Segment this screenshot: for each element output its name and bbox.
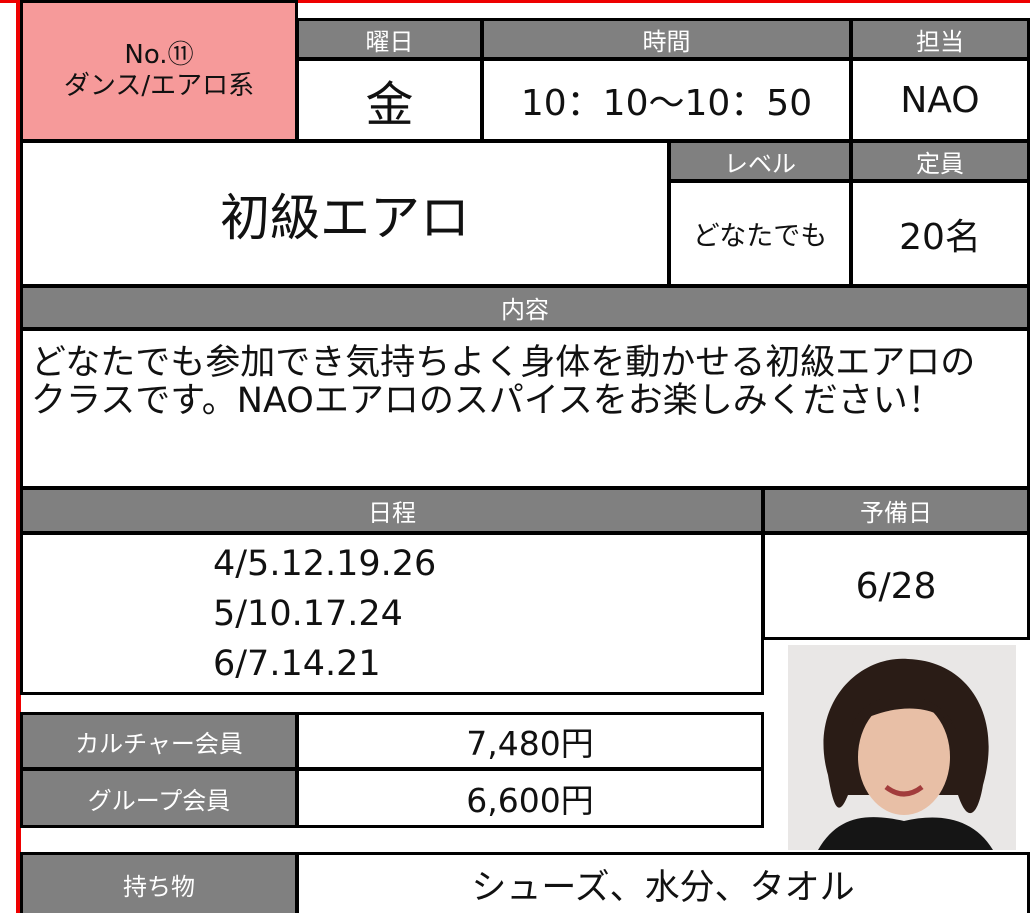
class-name: 初級エアロ bbox=[20, 140, 670, 287]
top-border bbox=[0, 0, 1030, 3]
day: 金 bbox=[296, 58, 483, 142]
day-label: 曜日 bbox=[296, 18, 483, 60]
instructor-label: 担当 bbox=[850, 18, 1030, 60]
instructor: NAO bbox=[850, 58, 1030, 142]
date-line: 5/10.17.24 bbox=[213, 593, 403, 634]
instructor-photo bbox=[788, 645, 1016, 850]
left-border bbox=[16, 0, 21, 913]
fee-price: 6,600円 bbox=[296, 768, 764, 828]
dates-cell: 4/5.12.19.26 5/10.17.24 6/7.14.21 bbox=[20, 532, 764, 695]
date-line: 4/5.12.19.26 bbox=[213, 543, 437, 584]
content-label: 内容 bbox=[20, 285, 1030, 330]
fee-label: カルチャー会員 bbox=[20, 712, 298, 770]
fee-price: 7,480円 bbox=[296, 712, 764, 770]
capacity: 20名 bbox=[850, 180, 1030, 287]
time: 10：10〜10：50 bbox=[481, 58, 852, 142]
number-cell: No.⑪ ダンス/エアロ系 bbox=[20, 0, 298, 142]
time-label: 時間 bbox=[481, 18, 852, 60]
date-line: 6/7.14.21 bbox=[213, 643, 381, 684]
category: ダンス/エアロ系 bbox=[63, 71, 255, 101]
reserve-label: 予備日 bbox=[762, 487, 1030, 534]
belongings-label: 持ち物 bbox=[20, 852, 298, 913]
reserve: 6/28 bbox=[762, 532, 1030, 640]
capacity-label: 定員 bbox=[850, 140, 1030, 182]
fee-label: グループ会員 bbox=[20, 768, 298, 828]
level: どなたでも bbox=[668, 180, 852, 287]
belongings: シューズ、水分、タオル bbox=[296, 852, 1030, 913]
class-number: No.⑪ bbox=[124, 39, 194, 70]
schedule-label: 日程 bbox=[20, 487, 764, 534]
level-label: レベル bbox=[668, 140, 852, 182]
content-text: どなたでも参加でき気持ちよく身体を動かせる初級エアロのクラスです。NAOエアロの… bbox=[20, 328, 1030, 489]
